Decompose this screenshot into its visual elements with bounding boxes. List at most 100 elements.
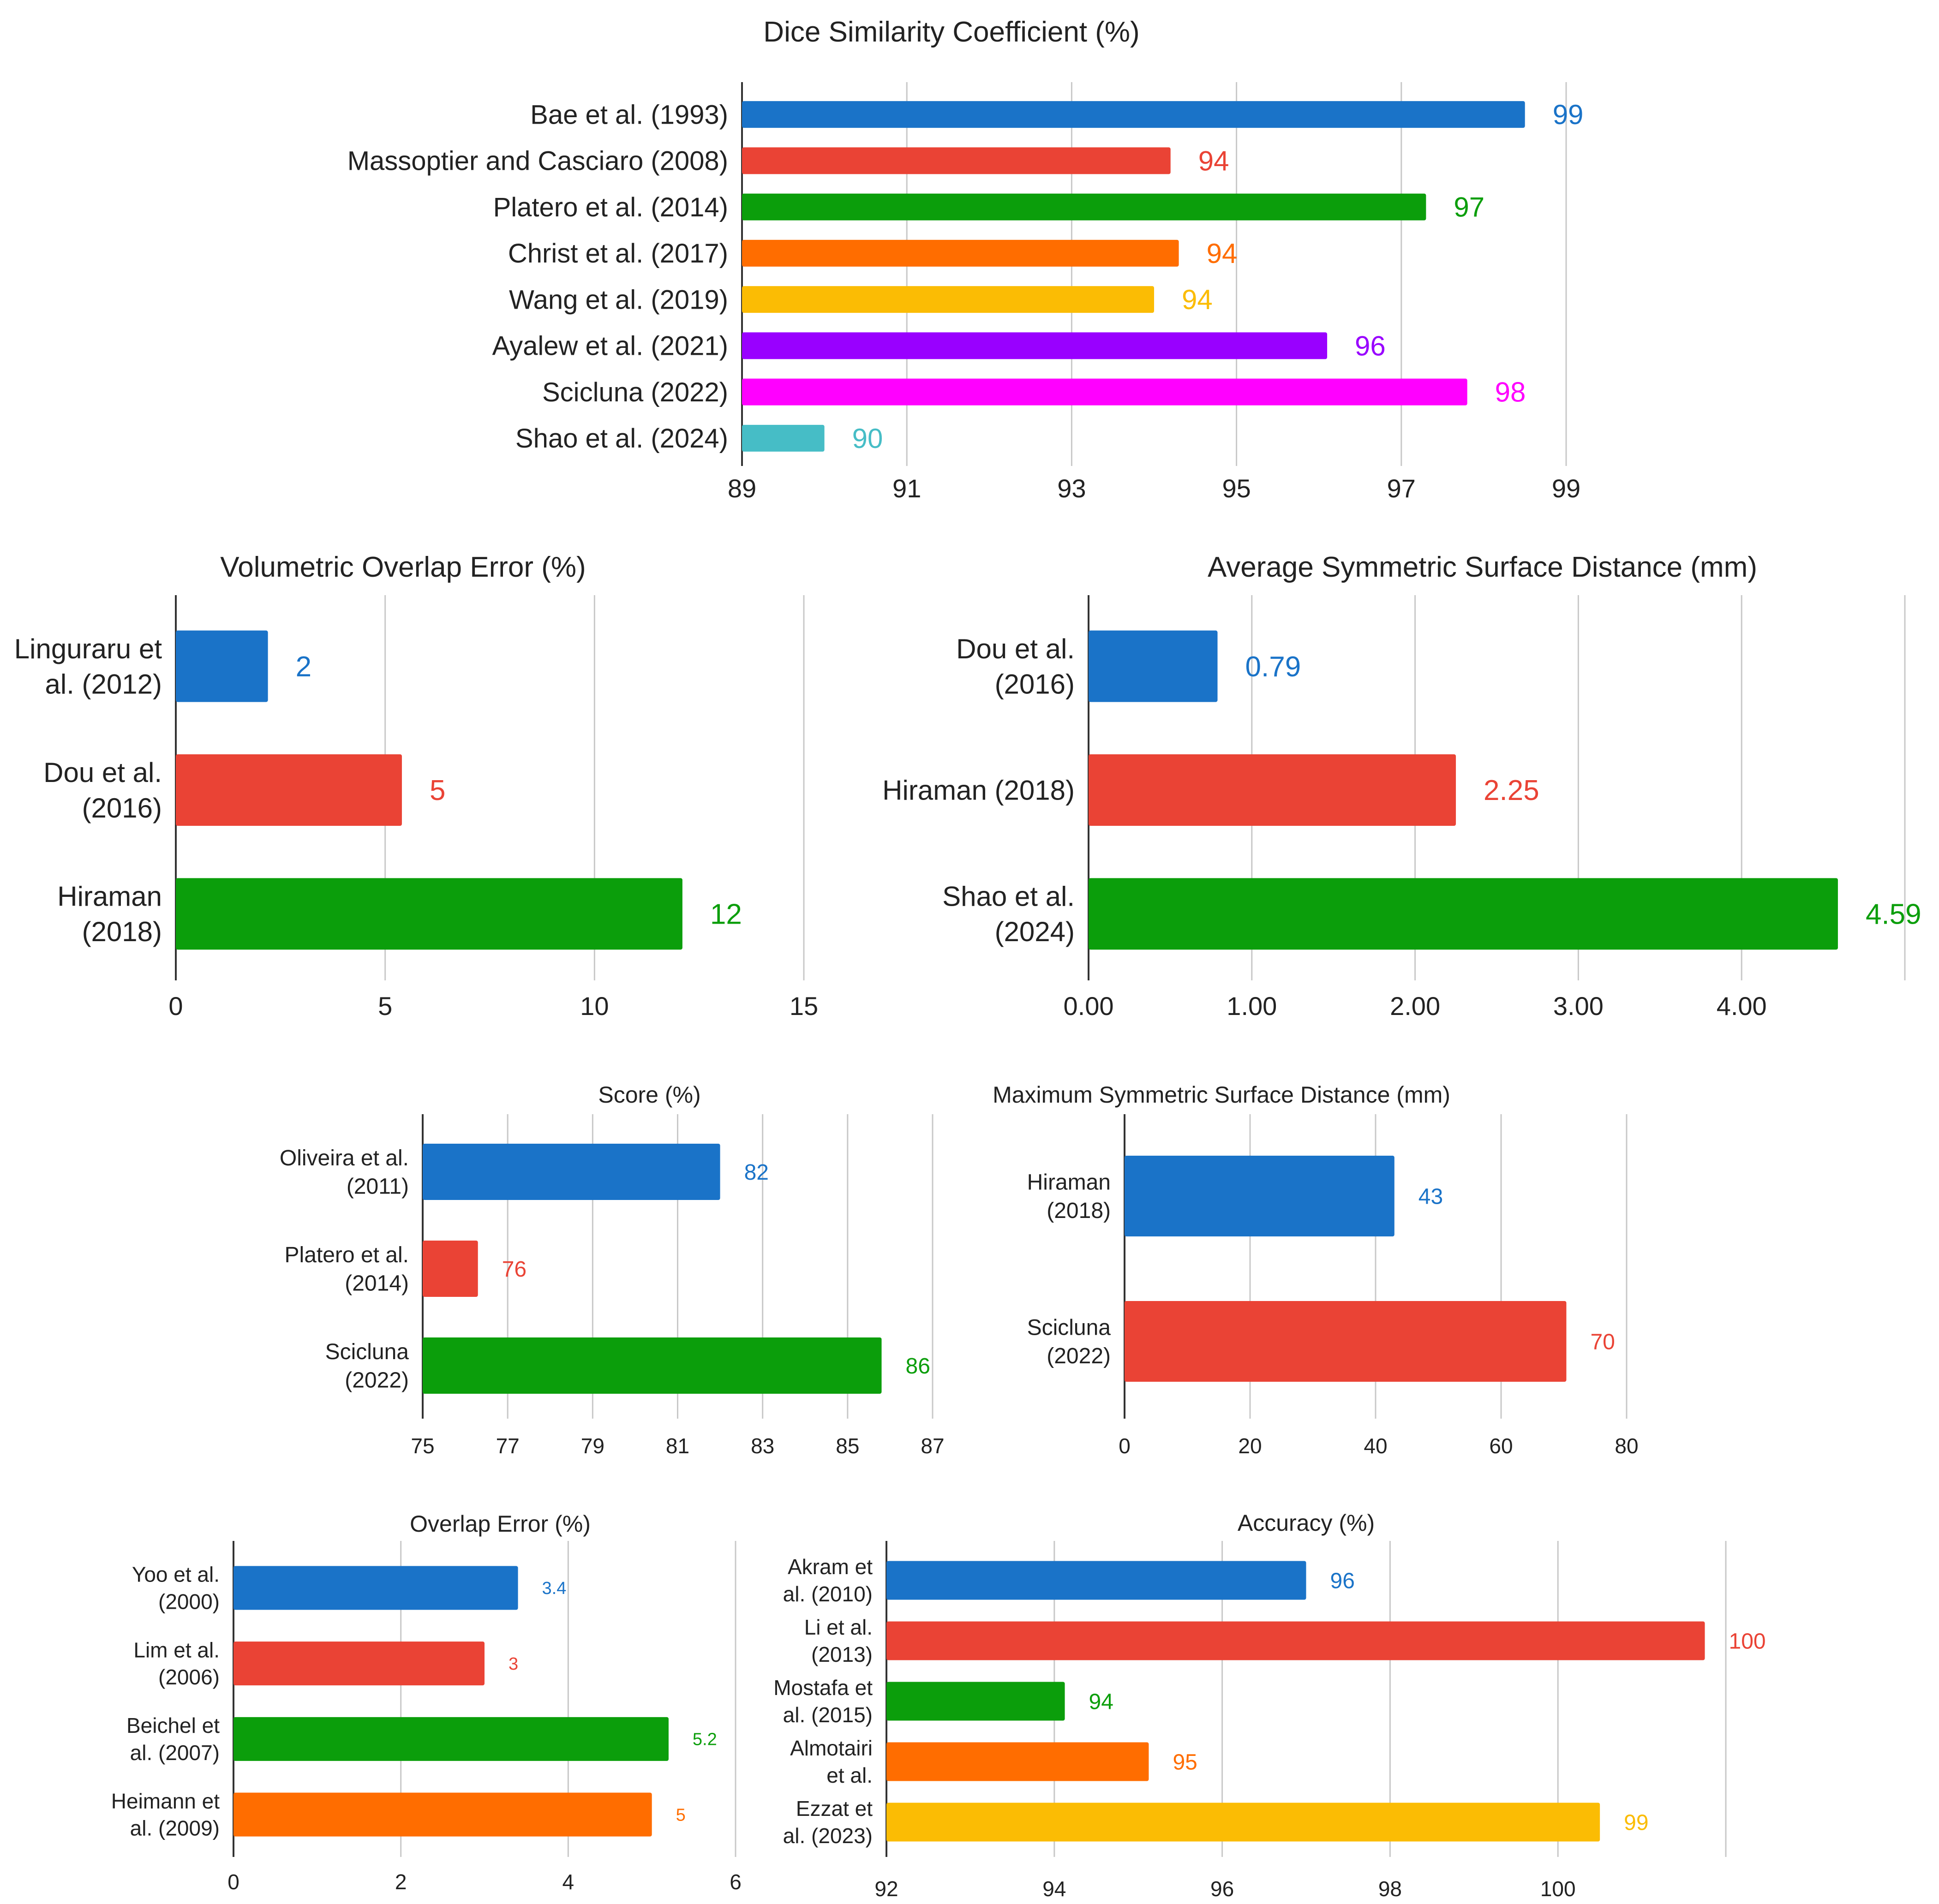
category-label: (2006) (158, 1665, 220, 1689)
data-label: 98 (1495, 377, 1526, 408)
tick-label: 1.00 (1227, 991, 1277, 1021)
bar (886, 1561, 1306, 1600)
bar (742, 378, 1467, 406)
data-label: 5 (676, 1805, 686, 1825)
chart-panel-msd: Maximum Symmetric Surface Distance (mm) 0… (993, 1082, 1638, 1458)
category-label: Scicluna (325, 1340, 409, 1364)
category-label: Christ et al. (2017) (508, 239, 728, 269)
data-label: 5.2 (693, 1730, 717, 1749)
bar (886, 1621, 1705, 1660)
bar (742, 193, 1426, 221)
chart-panel-oe: Overlap Error (%) 0 2 4 6 3.4 Yoo et al.(2000)… (111, 1511, 742, 1894)
bar (886, 1682, 1065, 1721)
tick-label: 2 (395, 1870, 407, 1894)
bar (742, 332, 1328, 359)
data-label: 12 (710, 899, 742, 931)
tick-label: 15 (790, 991, 818, 1021)
bar (886, 1742, 1149, 1781)
category-label: Hiraman (2018) (882, 775, 1075, 806)
category-label: Scicluna (2022) (542, 377, 728, 407)
chart-title: Accuracy (%) (1238, 1510, 1375, 1536)
category-label: Ayalew et al. (2021) (492, 331, 728, 361)
tick-label: 4.00 (1717, 991, 1767, 1021)
category-label: Scicluna (1027, 1316, 1111, 1340)
bar (423, 1337, 882, 1394)
tick-label: 80 (1615, 1434, 1638, 1458)
tick-label: 79 (581, 1434, 604, 1458)
tick-label: 0 (227, 1870, 239, 1894)
tick-label: 85 (836, 1434, 859, 1458)
data-label: 82 (744, 1160, 769, 1185)
category-label: al. (2007) (130, 1741, 220, 1765)
bar (176, 630, 268, 702)
category-label: et al. (826, 1763, 873, 1787)
chart-panel-score: Score (%) 75 77 79 81 83 85 87 82 Oliveira et al.… (280, 1082, 945, 1458)
tick-label: 98 (1378, 1877, 1402, 1901)
tick-label: 0.00 (1064, 991, 1114, 1021)
tick-label: 2.00 (1390, 991, 1440, 1021)
tick-label: 96 (1210, 1877, 1234, 1901)
chart-title: Dice Similarity Coefficient (%) (763, 16, 1139, 48)
category-label: Dou et al. (956, 633, 1075, 664)
category-label: Massoptier and Casciaro (2008) (347, 146, 728, 176)
tick-label: 3.00 (1553, 991, 1604, 1021)
category-label: (2024) (995, 916, 1075, 947)
tick-label: 4 (563, 1870, 575, 1894)
bar (176, 878, 682, 950)
bar (742, 286, 1154, 313)
category-label: al. (2023) (783, 1824, 873, 1848)
chart-title: Volumetric Overlap Error (%) (220, 551, 586, 583)
category-label: Bae et al. (1993) (530, 100, 728, 130)
bar (233, 1566, 518, 1610)
tick-label: 87 (921, 1434, 944, 1458)
bar (176, 754, 402, 826)
bar (742, 147, 1171, 174)
category-label: Dou et al. (43, 757, 162, 788)
data-label: 2.25 (1484, 775, 1539, 806)
tick-label: 81 (666, 1434, 689, 1458)
tick-label: 89 (728, 474, 756, 503)
tick-label: 77 (496, 1434, 520, 1458)
tick-label: 40 (1364, 1434, 1387, 1458)
category-label: Mostafa et (773, 1676, 873, 1700)
category-label: Almotairi (790, 1736, 873, 1760)
bar (886, 1803, 1600, 1842)
data-label: 76 (502, 1257, 527, 1282)
data-label: 96 (1355, 330, 1386, 361)
category-label: (2018) (1047, 1199, 1111, 1223)
bar (233, 1792, 652, 1837)
bar (233, 1641, 485, 1686)
data-label: 4.59 (1866, 899, 1921, 931)
data-label: 94 (1198, 145, 1229, 176)
category-label: (2011) (347, 1175, 409, 1199)
data-label: 95 (1173, 1750, 1197, 1774)
bar (233, 1717, 669, 1761)
tick-label: 91 (892, 474, 921, 503)
tick-label: 93 (1057, 474, 1086, 503)
category-label: Linguraru et (14, 633, 162, 664)
tick-label: 100 (1540, 1877, 1576, 1901)
bar (423, 1241, 478, 1297)
data-label: 86 (906, 1354, 930, 1379)
category-label: Hiraman (57, 881, 162, 912)
tick-label: 83 (751, 1434, 774, 1458)
category-label: al. (2015) (783, 1703, 873, 1727)
data-label: 3.4 (542, 1579, 567, 1598)
category-label: al. (2012) (45, 669, 162, 700)
data-label: 2 (296, 651, 311, 683)
data-label: 94 (1182, 284, 1213, 315)
chart-title: Average Symmetric Surface Distance (mm) (1208, 551, 1757, 583)
chart-panel-dice: Dice Similarity Coefficient (%) 89 91 93 95 9… (347, 16, 1584, 503)
bar (1089, 630, 1218, 702)
data-label: 100 (1729, 1629, 1766, 1653)
tick-label: 0 (168, 991, 183, 1021)
data-label: 94 (1207, 238, 1238, 269)
tick-label: 60 (1489, 1434, 1513, 1458)
data-label: 94 (1089, 1689, 1113, 1714)
chart-panel-voe: Volumetric Overlap Error (%) 0 5 10 15 2 Lingu… (14, 551, 818, 1021)
category-label: (2016) (82, 793, 162, 824)
category-label: (2000) (158, 1589, 220, 1613)
tick-label: 5 (378, 991, 392, 1021)
category-label: Shao et al. (2024) (515, 424, 728, 454)
